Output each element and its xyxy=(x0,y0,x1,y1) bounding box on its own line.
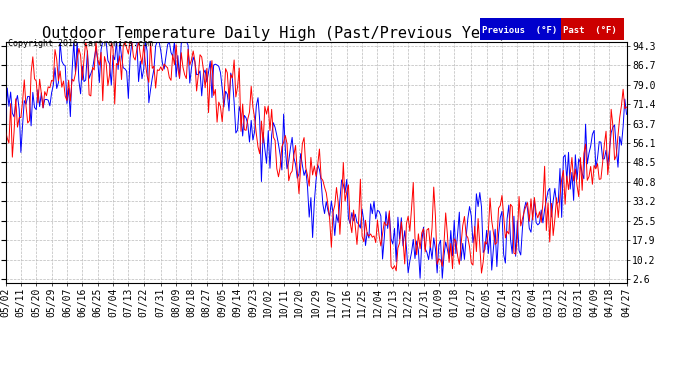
Text: Previous  (°F): Previous (°F) xyxy=(482,26,558,35)
Text: Past  (°F): Past (°F) xyxy=(563,26,617,35)
Title: Outdoor Temperature Daily High (Past/Previous Year) 20160502: Outdoor Temperature Daily High (Past/Pre… xyxy=(42,26,590,41)
Text: Copyright 2016 Cartronics.com: Copyright 2016 Cartronics.com xyxy=(8,39,153,48)
